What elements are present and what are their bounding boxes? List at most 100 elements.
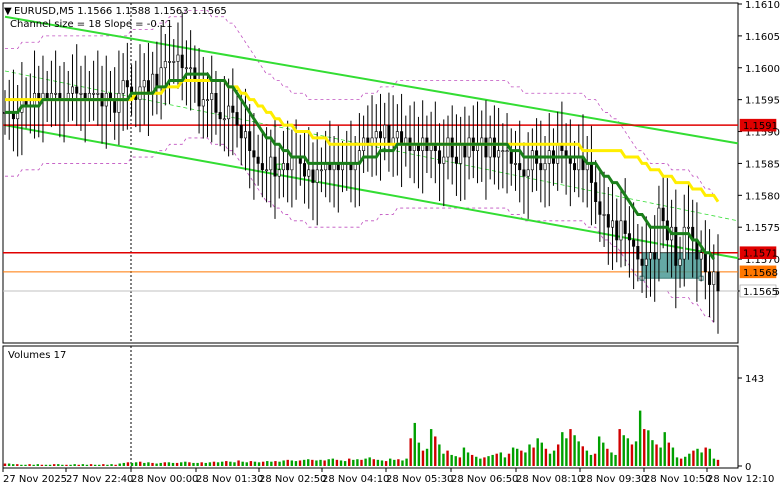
volume-bar — [245, 462, 248, 466]
volume-bar — [606, 448, 609, 466]
volume-bar — [544, 448, 548, 466]
candle-body — [163, 61, 167, 69]
price-tick-label: 1.1600 — [745, 64, 780, 75]
candle-body — [378, 131, 382, 139]
candle-body — [450, 137, 454, 158]
volume-bar — [253, 461, 257, 466]
volume-bar — [548, 453, 552, 466]
candle-body — [315, 169, 319, 183]
volume-bar — [421, 450, 425, 466]
candle-body — [303, 163, 307, 177]
candle-body — [716, 271, 720, 292]
candle-body — [290, 156, 294, 171]
volume-bar — [470, 454, 474, 466]
volume-bar — [110, 464, 113, 466]
candle-body — [248, 131, 252, 151]
volume-bar — [647, 430, 650, 466]
volume-bar — [692, 450, 695, 466]
time-tick-label: 28 Nov 12:10 — [707, 474, 774, 485]
volume-bar — [630, 444, 634, 466]
volume-bar — [180, 462, 183, 466]
candle-body — [703, 252, 707, 273]
volume-bar — [102, 464, 105, 466]
candle-body — [606, 214, 610, 228]
candle-body — [281, 163, 285, 171]
volume-bar — [61, 464, 64, 466]
candle-body — [602, 214, 606, 216]
volume-bar — [311, 459, 314, 466]
volume-bar — [454, 456, 457, 466]
volume-bar — [241, 461, 244, 466]
candle-body — [121, 80, 125, 94]
candle-body — [79, 92, 83, 95]
volume-bar — [122, 462, 126, 466]
envelope-layer — [5, 9, 715, 324]
volume-bar — [216, 462, 220, 466]
volume-bar — [708, 448, 712, 466]
volume-bar — [442, 453, 445, 466]
candle-body — [501, 150, 505, 152]
volume-bar — [192, 462, 195, 466]
volume-bar — [286, 459, 289, 466]
price-tick-label: 1.1575 — [745, 223, 780, 234]
header-symbol-line: EURUSD,M5 1.1566 1.1588 1.1563 1.1565 — [14, 6, 227, 17]
candle-body — [227, 105, 231, 120]
candle-body — [71, 86, 75, 94]
channel-upper-line — [4, 15, 739, 145]
candle-body — [467, 137, 471, 158]
candle-body — [674, 226, 678, 266]
volume-bar — [712, 458, 716, 466]
volume-bar — [89, 464, 93, 466]
volume-bar — [237, 460, 240, 466]
volume-bar — [700, 452, 703, 466]
volume-bar — [487, 456, 490, 466]
volume-bar — [671, 447, 675, 466]
volume-bar — [118, 463, 121, 466]
candle-body — [75, 86, 79, 94]
volume-bar — [81, 464, 85, 466]
volume-bar — [528, 444, 531, 466]
volume-bar — [372, 459, 375, 466]
candle-body — [589, 163, 593, 183]
volume-bar — [589, 454, 593, 466]
volume-bar — [438, 444, 441, 466]
volume-bar — [511, 447, 515, 466]
ma-green-line — [5, 72, 716, 260]
candle-body — [269, 156, 273, 171]
volume-bar — [434, 436, 437, 466]
volume-bar — [569, 429, 572, 466]
candle-body — [632, 239, 636, 247]
volume-bar — [335, 459, 339, 466]
volume-bar — [556, 444, 560, 466]
candle-body — [492, 137, 496, 158]
channel-middle-line — [4, 70, 739, 222]
volume-bar — [184, 461, 187, 466]
volume-bar — [302, 459, 306, 466]
candle-body — [180, 54, 184, 69]
candle-body — [159, 67, 163, 88]
volume-bar — [507, 453, 511, 466]
volume-bar — [229, 461, 232, 466]
volume-bar — [380, 460, 384, 466]
volume-bar — [20, 464, 23, 466]
volume-bar — [98, 464, 101, 466]
candle-body — [273, 156, 277, 177]
candle-body — [513, 163, 517, 165]
candle-body — [518, 163, 522, 171]
candle-body — [146, 80, 150, 94]
candle-body — [522, 169, 526, 177]
volume-bar — [376, 459, 380, 466]
volume-bar — [593, 453, 597, 466]
candle-body — [252, 150, 256, 158]
volume-bar — [356, 459, 359, 466]
volume-bar — [397, 459, 400, 466]
envelope-lower — [5, 137, 715, 324]
time-tick-label: 28 Nov 09:30 — [580, 474, 647, 485]
candle-body — [96, 92, 100, 95]
volume-bar — [585, 450, 589, 466]
candle-body — [577, 156, 581, 171]
volume-bar — [220, 461, 224, 466]
horizontal-levels-layer — [3, 124, 738, 292]
candle-body — [172, 61, 176, 63]
